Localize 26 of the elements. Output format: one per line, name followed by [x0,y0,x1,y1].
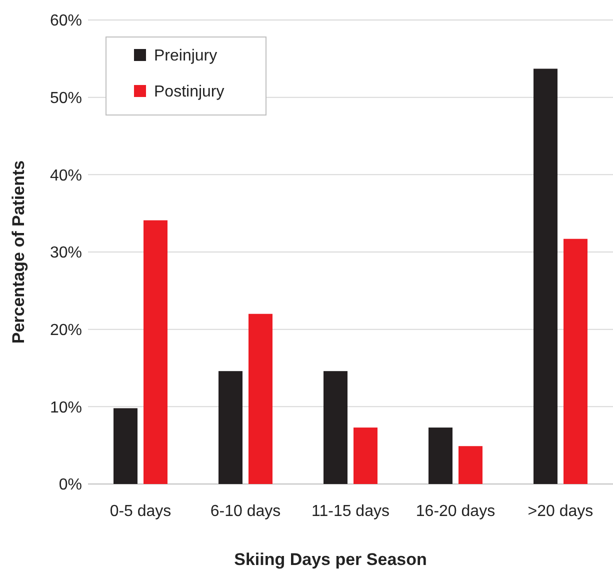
y-tick-label: 40% [50,167,82,184]
legend-label: Postinjury [154,84,224,101]
bar [564,238,588,484]
x-tick-label: 11-15 days [312,503,390,520]
y-tick-label: 50% [50,90,82,107]
legend-label: Preinjury [154,48,218,65]
y-tick-label: 10% [50,399,82,416]
y-tick-label: 30% [50,244,82,262]
bar [458,446,482,484]
bar [248,314,272,484]
x-tick-label: 0-5 days [110,503,172,520]
bar [114,408,138,484]
bar [428,428,452,484]
bar [218,371,242,484]
x-axis-title: Skiing Days per Season [234,550,427,569]
bar [534,68,558,484]
x-tick-label: 6-10 days [210,503,281,520]
y-tick-label: 60% [50,12,82,30]
y-tick-label: 0% [58,476,82,494]
x-tick-label: >20 days [528,503,594,520]
y-tick-label: 20% [50,322,82,339]
bar [144,220,168,484]
x-tick-label: 16-20 days [416,503,496,520]
bar [324,371,348,484]
y-axis-title: Percentage of Patients [9,160,28,344]
bar [354,428,378,484]
